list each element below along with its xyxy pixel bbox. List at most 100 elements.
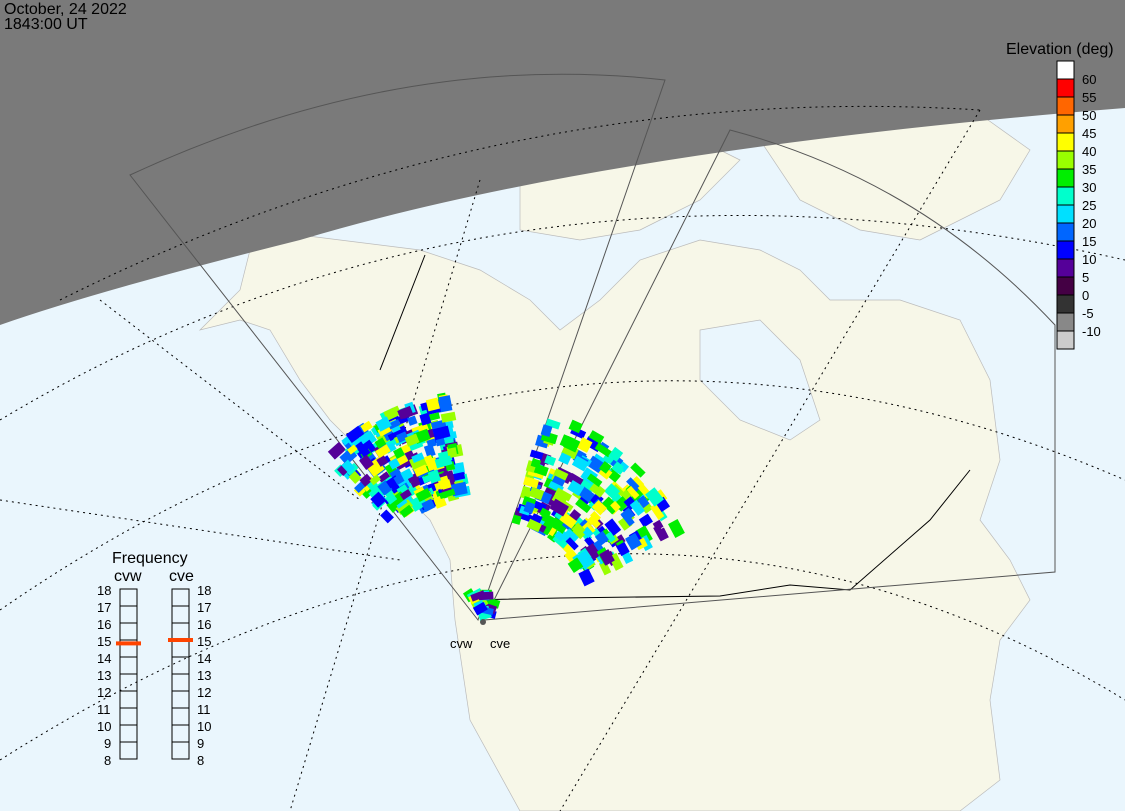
time-label: 1843:00 UT (4, 16, 88, 33)
colorbar-swatch (1056, 222, 1075, 242)
frequency-tick-right: 16 (197, 617, 212, 632)
frequency-tick-right: 11 (197, 702, 211, 717)
frequency-bar-segment (119, 656, 138, 675)
echo-cell (563, 435, 581, 453)
colorbar-swatch (1056, 96, 1075, 116)
echo-cell (432, 425, 451, 441)
colorbar-tick-label: 55 (1082, 90, 1097, 105)
frequency-tick-left: 8 (104, 753, 112, 768)
echo-cell (447, 447, 458, 458)
frequency-bar-segment (119, 724, 138, 743)
frequency-bar-segment (119, 690, 138, 709)
colorbar-tick-label: 45 (1082, 126, 1097, 141)
echo-cell (523, 476, 540, 489)
echo-cell (637, 495, 650, 509)
echo-cell (359, 430, 377, 448)
colorbar-swatch (1056, 294, 1075, 314)
frequency-tick-right: 8 (197, 753, 205, 768)
frequency-tick-right: 15 (197, 634, 212, 649)
colorbar-tick-label: 50 (1082, 108, 1097, 123)
colorbar-tick-label: 20 (1082, 216, 1097, 231)
echo-cell (526, 518, 542, 533)
colorbar-tick-label: -5 (1082, 306, 1094, 321)
colorbar-tick-label: 40 (1082, 144, 1097, 159)
echo-cell (425, 397, 441, 412)
radar-fov (129, 73, 1056, 622)
colorbar-tick-label: 5 (1082, 270, 1090, 285)
frequency-bar-segment (171, 741, 190, 760)
colorbar-swatch (1056, 132, 1075, 152)
echo-cell (608, 446, 624, 462)
echo-cell (604, 483, 621, 500)
frequency-bar-segment (171, 707, 190, 726)
frequency-tick-left: 15 (97, 634, 112, 649)
echo-cell (558, 452, 572, 465)
echo-cell (610, 500, 621, 512)
echo-cell (383, 405, 402, 421)
frequency-marker-cvw (116, 641, 141, 646)
echo-cell (594, 530, 610, 546)
echo-cell (438, 395, 452, 407)
echo-cell (629, 499, 645, 516)
echo-cell (567, 479, 585, 497)
echo-cell (440, 479, 452, 490)
echo-cell (377, 480, 393, 496)
echo-cell (626, 477, 641, 493)
echo-cell (428, 412, 441, 421)
echo-cell (470, 590, 486, 602)
frequency-marker-cve (168, 638, 193, 642)
echo-cell (612, 534, 626, 547)
echo-cell (345, 425, 365, 443)
colorbar-swatch (1056, 168, 1075, 188)
colorbar-tick-label: -10 (1082, 324, 1101, 339)
night-region (0, 0, 1125, 325)
echo-cell (571, 455, 590, 472)
echo-cell (397, 405, 414, 420)
echo-cell (523, 501, 536, 514)
echo-cell (604, 518, 622, 536)
echo-cell (385, 492, 398, 505)
echo-cell (605, 531, 616, 543)
echo-cell (427, 469, 442, 484)
echo-cell (410, 478, 421, 488)
colorbar-swatch (1056, 240, 1075, 260)
echo-cell (404, 433, 420, 447)
echo-cell (588, 430, 605, 444)
echo-cell (360, 420, 373, 433)
frequency-title: Frequency (112, 550, 188, 567)
colorbar-tick-label: 30 (1082, 180, 1097, 195)
echo-cell (421, 498, 436, 513)
echo-cell (554, 530, 566, 542)
frequency-bar-segment (171, 673, 190, 692)
frequency-tick-right: 13 (197, 668, 212, 683)
elevation-colorbar (1056, 60, 1075, 350)
echo-cell (359, 473, 373, 487)
colorbar-swatch (1056, 258, 1075, 278)
echo-cell (578, 568, 595, 587)
frequency-bar-segment (171, 588, 190, 607)
echo-cell (393, 473, 405, 485)
colorbar-swatch (1056, 312, 1075, 332)
frequency-bar-segment (171, 656, 190, 675)
frequency-tick-right: 18 (197, 583, 212, 598)
echo-cell (539, 508, 551, 519)
echo-cell (544, 455, 557, 466)
echo-cell (374, 437, 387, 449)
frequency-bar-segment (119, 622, 138, 641)
echo-cell (578, 486, 595, 503)
echo-cell (571, 522, 586, 537)
frequency-bar-segment (119, 588, 138, 607)
echo-cell (387, 429, 402, 442)
colorbar-swatch (1056, 60, 1075, 80)
echo-cell (616, 541, 630, 557)
echo-cell (376, 455, 389, 467)
frequency-tick-right: 17 (197, 600, 212, 615)
echo-cell (533, 463, 549, 477)
frequency-bar-segment (171, 622, 190, 641)
echo-cell (620, 510, 635, 527)
echo-cell (567, 557, 584, 573)
radar-name-cvw: cvw (114, 568, 142, 585)
frequency-tick-right: 9 (197, 736, 205, 751)
echo-cell (426, 438, 437, 448)
